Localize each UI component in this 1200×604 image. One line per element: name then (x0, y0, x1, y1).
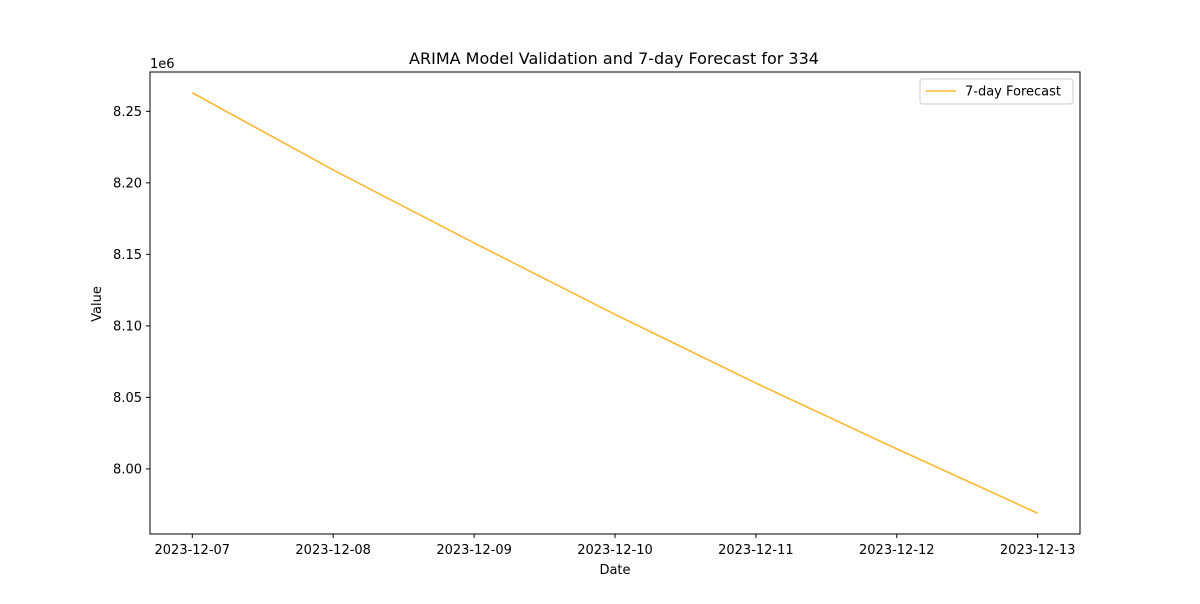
x-tick-label: 2023-12-07 (155, 543, 231, 558)
y-offset-label: 1e6 (150, 57, 175, 72)
x-tick-label: 2023-12-08 (295, 543, 371, 558)
x-tick-label: 2023-12-13 (1000, 543, 1076, 558)
y-tick-label: 8.25 (113, 105, 142, 120)
y-tick-label: 8.00 (113, 462, 142, 477)
y-tick-label: 8.05 (113, 391, 142, 406)
legend-label: 7-day Forecast (965, 85, 1061, 100)
y-tick-label: 8.15 (113, 248, 142, 263)
forecast-line (191, 92, 1039, 514)
chart-title: ARIMA Model Validation and 7-day Forecas… (409, 49, 819, 68)
y-tick-label: 8.20 (113, 176, 142, 191)
x-tick-label: 2023-12-12 (859, 543, 935, 558)
y-axis-label: Value (90, 286, 105, 322)
y-tick-label: 8.10 (113, 319, 142, 334)
x-tick-label: 2023-12-09 (436, 543, 512, 558)
plot-frame (149, 71, 1081, 535)
legend: 7-day Forecast (919, 78, 1074, 105)
x-tick-label: 2023-12-10 (577, 543, 653, 558)
x-tick-label: 2023-12-11 (718, 543, 794, 558)
legend-box (919, 78, 1074, 105)
x-axis-label: Date (599, 563, 630, 578)
